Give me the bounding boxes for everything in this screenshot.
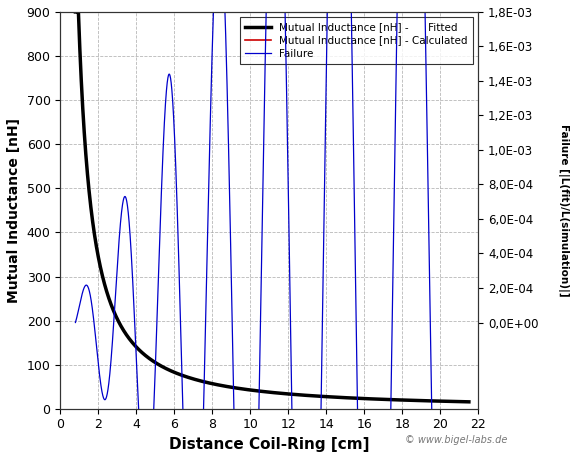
Mutual Inductance [nH] -      Fitted bbox=[72, 9, 79, 15]
X-axis label: Distance Coil-Ring [cm]: Distance Coil-Ring [cm] bbox=[169, 437, 370, 452]
Line: Mutual Inductance [nH] -      Fitted: Mutual Inductance [nH] - Fitted bbox=[75, 12, 469, 402]
Mutual Inductance [nH] - Calculated bbox=[222, 384, 229, 389]
Mutual Inductance [nH] - Calculated bbox=[396, 397, 403, 403]
Y-axis label: Mutual Inductance [nH]: Mutual Inductance [nH] bbox=[7, 118, 21, 303]
Mutual Inductance [nH] - Calculated bbox=[366, 396, 373, 402]
Failure bbox=[72, 320, 79, 325]
Y-axis label: Failure [|L(fit)/L(simulation)|]: Failure [|L(fit)/L(simulation)|] bbox=[558, 124, 569, 297]
Mutual Inductance [nH] - Calculated bbox=[308, 393, 315, 398]
Mutual Inductance [nH] -      Fitted bbox=[308, 393, 315, 398]
Failure bbox=[465, 425, 472, 431]
Mutual Inductance [nH] - Calculated bbox=[72, 9, 79, 15]
Mutual Inductance [nH] - Calculated bbox=[328, 394, 335, 400]
Mutual Inductance [nH] -      Fitted bbox=[143, 354, 150, 359]
Mutual Inductance [nH] -      Fitted bbox=[366, 396, 373, 402]
Failure bbox=[222, 35, 229, 40]
Line: Mutual Inductance [nH] - Calculated: Mutual Inductance [nH] - Calculated bbox=[75, 12, 469, 402]
Mutual Inductance [nH] -      Fitted bbox=[222, 384, 229, 389]
Line: Failure: Failure bbox=[75, 0, 469, 459]
Mutual Inductance [nH] - Calculated bbox=[465, 399, 472, 405]
Mutual Inductance [nH] - Calculated bbox=[143, 354, 150, 359]
Legend: Mutual Inductance [nH] -      Fitted, Mutual Inductance [nH] - Calculated, Failu: Mutual Inductance [nH] - Fitted, Mutual … bbox=[240, 17, 473, 64]
Mutual Inductance [nH] -      Fitted bbox=[465, 399, 472, 404]
Mutual Inductance [nH] -      Fitted bbox=[328, 394, 335, 400]
Mutual Inductance [nH] -      Fitted bbox=[396, 397, 403, 403]
Text: © www.bigel-labs.de: © www.bigel-labs.de bbox=[404, 435, 507, 445]
